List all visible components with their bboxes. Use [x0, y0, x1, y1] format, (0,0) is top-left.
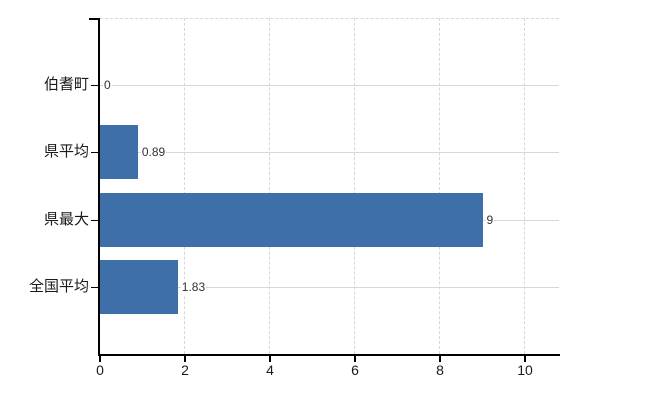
plot-area — [100, 18, 559, 354]
y-axis-top-tick — [89, 18, 98, 20]
category-label: 県最大 — [43, 210, 89, 228]
x-axis-tick — [184, 356, 186, 362]
x-axis-tick — [99, 356, 101, 362]
value-label: 9 — [485, 211, 495, 228]
x-axis-tick — [269, 356, 271, 362]
v-gridline — [439, 18, 440, 354]
y-axis-tick — [91, 286, 98, 288]
x-tick-label: 4 — [266, 362, 274, 378]
x-tick-label: 0 — [96, 362, 104, 378]
category-label: 全国平均 — [28, 277, 89, 295]
x-tick-label: 10 — [517, 362, 533, 378]
x-axis — [98, 354, 560, 356]
bar — [100, 192, 483, 247]
h-gridline — [100, 286, 559, 288]
x-axis-tick — [354, 356, 356, 362]
y-axis-tick — [91, 219, 98, 221]
y-axis — [98, 18, 100, 356]
plot-top-frame-line — [100, 18, 559, 19]
x-axis-tick — [439, 356, 441, 362]
x-axis-tick — [524, 356, 526, 362]
y-axis-tick — [91, 85, 98, 87]
v-gridline — [524, 18, 525, 354]
x-tick-label: 2 — [181, 362, 189, 378]
bar — [100, 125, 138, 180]
y-axis-tick — [91, 152, 98, 154]
category-label: 県平均 — [43, 143, 89, 161]
value-label: 0 — [103, 77, 112, 94]
value-label: 0.89 — [140, 144, 167, 161]
v-gridline — [269, 18, 270, 354]
h-gridline — [100, 152, 559, 154]
x-tick-label: 8 — [436, 362, 444, 378]
v-gridline — [354, 18, 355, 354]
category-label: 伯耆町 — [43, 76, 89, 94]
value-label: 1.83 — [180, 278, 207, 295]
v-gridline — [184, 18, 185, 354]
h-gridline — [100, 85, 559, 87]
bar — [100, 259, 178, 314]
x-tick-label: 6 — [351, 362, 359, 378]
